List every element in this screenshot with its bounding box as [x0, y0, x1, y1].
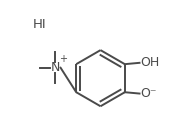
Text: O⁻: O⁻ — [140, 87, 157, 100]
Text: OH: OH — [140, 56, 159, 69]
Text: +: + — [59, 54, 67, 64]
Text: HI: HI — [33, 18, 47, 31]
Text: N: N — [50, 61, 60, 74]
